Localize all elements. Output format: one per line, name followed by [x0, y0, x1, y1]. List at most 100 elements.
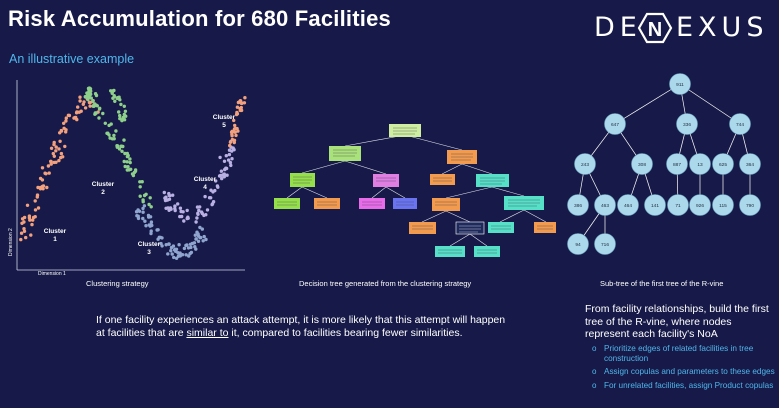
scatter-point [219, 169, 224, 173]
scatter-point [138, 185, 142, 189]
scatter-point [176, 251, 180, 255]
tree-node [432, 198, 460, 211]
scatter-points [19, 86, 247, 260]
scatter-point [113, 99, 117, 103]
scatter-point [114, 129, 118, 133]
scatter-point [22, 227, 26, 231]
scatter-point [127, 168, 131, 172]
scatter-point [123, 164, 127, 169]
scatter-point [214, 179, 218, 183]
vine-node-label: 13 [697, 162, 703, 168]
scatter-point [177, 243, 181, 247]
scatter-point [97, 116, 101, 120]
scatter-point [118, 116, 122, 121]
vine-node-label: 71 [675, 203, 681, 209]
svg-text:Cluster: Cluster [44, 228, 67, 235]
scatter-point [194, 220, 198, 224]
scatter-point [40, 178, 45, 182]
vine-node [739, 194, 761, 216]
vine-node-label: 790 [746, 203, 754, 209]
scatter-point [109, 89, 113, 93]
vine-nodes: 911 647 336 744 243 308 887 13 625 364 386 463 464 14… [567, 73, 761, 255]
body-paragraph: If one facility experiences an attack at… [96, 314, 516, 340]
vine-edge [679, 83, 741, 125]
tree-node [476, 174, 509, 187]
scatter-point [112, 94, 116, 98]
scatter-point [22, 220, 26, 224]
scatter-point [186, 246, 191, 250]
scatter-point [149, 231, 153, 236]
bullet-item: Assign copulas and parameters to these e… [588, 367, 778, 377]
bullet-item: For unrelated facilities, assign Product… [588, 381, 778, 391]
scatter-point [178, 206, 183, 210]
scatter-point [27, 216, 32, 220]
tree-node [430, 174, 455, 185]
bullet-item: Prioritize edges of related facilities i… [588, 344, 778, 363]
scatter-point [239, 105, 243, 110]
scatter-point [22, 229, 27, 233]
scatter-point [173, 208, 177, 213]
scatter-point [33, 208, 38, 212]
cluster-label-5: Cluster 5 [213, 114, 236, 129]
scatter-point [163, 196, 167, 200]
svg-text:3: 3 [147, 249, 151, 256]
tree-node [373, 174, 399, 187]
vine-node [729, 113, 751, 135]
scatter-point [141, 206, 145, 211]
scatter-point [128, 160, 132, 165]
scatter-point [169, 245, 174, 250]
tree-node [393, 198, 417, 209]
scatter-point [78, 95, 82, 99]
svg-text:Cluster: Cluster [92, 181, 115, 188]
decision-tree-caption: Decision tree generated from the cluster… [299, 279, 472, 288]
vine-node [669, 73, 691, 95]
scatter-point [182, 246, 187, 251]
scatter-point [36, 185, 40, 190]
scatter-point [147, 202, 151, 207]
scatter-point [172, 255, 176, 260]
vine-node [689, 153, 711, 175]
scatter-point [196, 212, 200, 216]
scatter-point [93, 102, 97, 106]
scatter-point [148, 196, 152, 200]
scatter-point [234, 133, 238, 138]
vine-node-label: 308 [638, 162, 646, 168]
vine-node [676, 113, 698, 135]
scatter-point [196, 239, 201, 243]
vine-node-label: 625 [719, 162, 727, 168]
scatter-point [142, 193, 147, 198]
x-axis-label: Dimension 1 [38, 271, 66, 277]
scatter-point [197, 208, 201, 213]
vine-edge [614, 83, 681, 125]
scatter-point [167, 197, 172, 201]
scatter-point [220, 176, 224, 181]
logo-mark: N [637, 12, 673, 44]
scatter-point [110, 91, 114, 95]
cluster-label-1: Cluster 1 [44, 228, 67, 243]
scatter-point [117, 110, 121, 114]
scatter-point [156, 228, 160, 232]
vine-node-label: 926 [696, 203, 704, 209]
scatter-point [44, 172, 48, 176]
scatter-point [59, 151, 64, 156]
scatter-point [78, 99, 82, 103]
svg-text:Cluster: Cluster [138, 241, 161, 248]
tree-node [359, 198, 385, 209]
body-text-part-2: it, compared to facilities bearing fewer… [231, 327, 463, 339]
scatter-point [64, 119, 68, 123]
tree-node [534, 222, 556, 233]
scatter-point [59, 155, 63, 160]
scatter-point [128, 157, 132, 161]
scatter-point [210, 202, 214, 207]
scatter-point [36, 206, 41, 210]
scatter-point [41, 184, 46, 188]
scatter-point [171, 193, 175, 197]
scatter-point [230, 137, 235, 142]
svg-text:Cluster: Cluster [213, 114, 236, 121]
scatter-point [172, 248, 177, 252]
scatter-point [89, 96, 94, 100]
scatter-point [230, 129, 234, 133]
scatter-point [88, 104, 92, 108]
vine-node-label: 887 [673, 162, 681, 168]
scatter-point [76, 105, 80, 109]
